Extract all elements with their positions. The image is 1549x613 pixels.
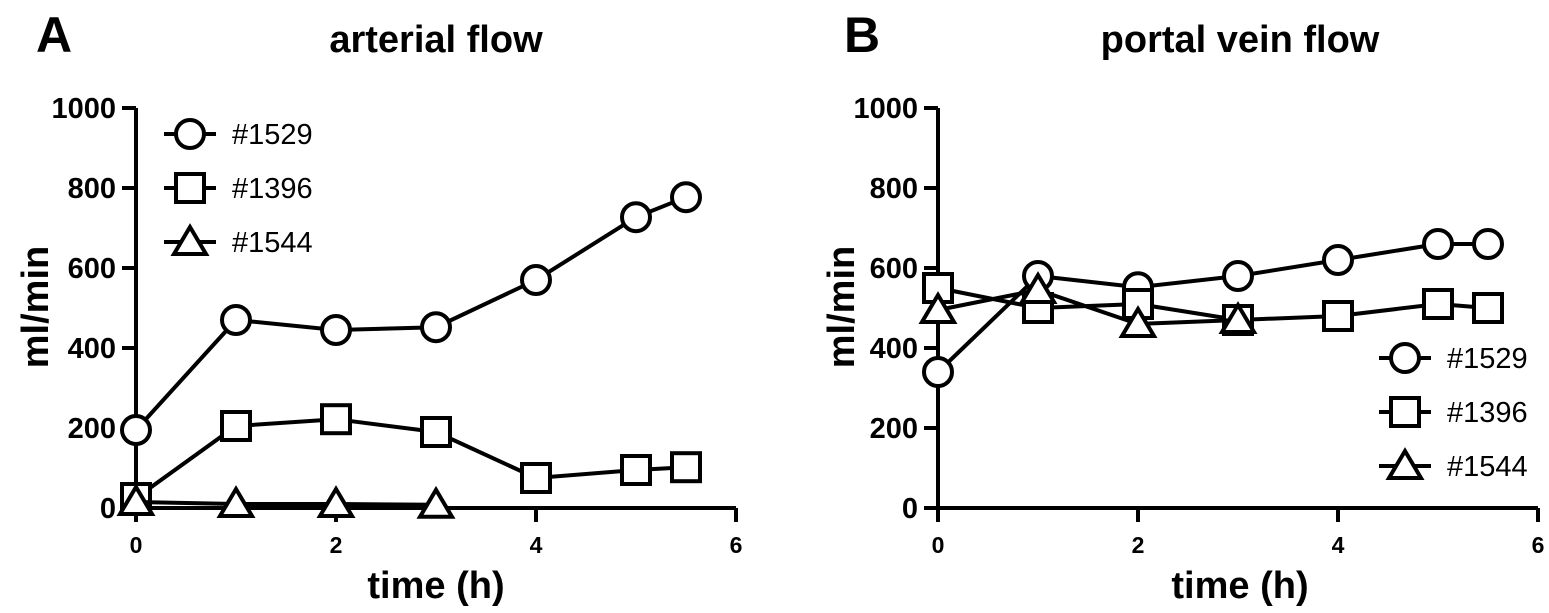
panel-b-data-point — [1472, 292, 1504, 324]
panel-b-y-tick-label: 200 — [870, 413, 918, 445]
panel-b-legend-label: #1544 — [1447, 451, 1528, 483]
panel-b-data-point — [1472, 228, 1504, 260]
panel-b-y-tick-label: 0 — [902, 493, 918, 525]
panel-b-data-point — [1118, 305, 1158, 338]
panel-a-data-point — [216, 485, 256, 518]
panel-b-y-tick-label: 400 — [870, 333, 918, 365]
panel-b-series-line — [937, 287, 1239, 327]
panel-a-y-tick-label: 1000 — [51, 93, 116, 125]
panel-b-data-point — [1322, 244, 1354, 276]
panel-b-x-axis-label: time (h) — [1171, 565, 1308, 607]
panel-a-data-point — [420, 311, 452, 344]
panel-b-legend-label: #1396 — [1447, 397, 1528, 429]
panel-a-series-square — [120, 403, 702, 514]
panel-a-y-tick-label: 600 — [68, 253, 116, 285]
panel-b-data-point — [1422, 228, 1454, 260]
panel-a-legend-marker — [174, 118, 206, 150]
panel-b-series-square — [922, 272, 1504, 336]
panel-b-y-tick-label: 800 — [870, 173, 918, 205]
panel-a-y-axis-label: ml/min — [15, 246, 57, 368]
panel-b-x-tick-label: 6 — [1532, 532, 1545, 558]
panel-a-y-tick-label: 200 — [68, 413, 116, 445]
panel-a-data-point — [520, 264, 552, 296]
panel-b-data-point — [1322, 300, 1354, 332]
panel-a-data-point — [670, 181, 702, 214]
panel-a-x-axis-label: time (h) — [367, 565, 504, 607]
panel-a-data-point — [620, 201, 652, 234]
panel-b-data-point — [918, 291, 958, 324]
panel-a-data-point — [316, 485, 356, 518]
panel-b-legend: #1529 #1396 #1544 — [1379, 342, 1528, 483]
panel-a-y-tick-label: 400 — [68, 333, 116, 365]
panel-a-legend-marker — [174, 172, 206, 204]
panel-b-plot-area: 0 200 400 600 800 1000 0 2 4 6 #1529 #1396 #1544 — [853, 93, 1544, 558]
panel-a-title: arterial flow — [329, 19, 543, 61]
panel-a-data-point — [320, 403, 352, 436]
panel-a-legend-marker — [170, 223, 210, 256]
panel-a-series-circle — [120, 181, 702, 446]
panel-a-legend-label: #1529 — [232, 119, 313, 151]
panel-b-legend-marker — [1389, 396, 1421, 428]
panel-b-y-axis-label: ml/min — [821, 246, 863, 368]
panel-a-x-tick-label: 6 — [730, 532, 743, 558]
panel-a-data-point — [220, 304, 252, 336]
panel-b-legend-marker — [1385, 447, 1425, 480]
panel-a-series-line — [134, 417, 687, 500]
panel-b-x-tick-label: 4 — [1332, 532, 1345, 558]
panel-b-title: portal vein flow — [1101, 19, 1380, 61]
panel-b-y-tick-label: 1000 — [853, 93, 918, 125]
panel-a-data-point — [620, 454, 652, 486]
panel-a-data-point — [116, 483, 156, 516]
panel-b-data-point — [1222, 260, 1254, 292]
panel-a-x-tick-label: 2 — [330, 532, 343, 558]
panel-b-data-point — [1218, 301, 1258, 334]
panel-a-series-line — [135, 500, 437, 507]
panel-b-data-point — [1422, 288, 1454, 320]
panel-b-x-tick-label: 0 — [932, 532, 945, 558]
panel-a: A arterial flow ml/min time (h) 0 200 400 6… — [15, 7, 742, 607]
panel-a-data-point — [320, 314, 352, 346]
panel-a-data-point — [220, 410, 252, 442]
panel-b-legend-label: #1529 — [1447, 343, 1528, 375]
panel-a-series-triangle — [116, 483, 456, 519]
panel-a-data-point — [670, 451, 702, 484]
panel-a-data-point — [416, 485, 456, 519]
panel-a-data-point — [520, 462, 552, 494]
panel-a-data-point — [420, 416, 452, 448]
panel-b-data-point — [922, 356, 954, 388]
panel-a-series-line — [134, 195, 687, 432]
panel-a-y-tick-label: 0 — [100, 493, 116, 525]
panel-a-legend-label: #1544 — [232, 227, 313, 259]
panel-b-legend-marker — [1389, 342, 1421, 374]
panel-a-legend: #1529 #1396 #1544 — [164, 118, 313, 259]
panel-a-y-tick-label: 800 — [68, 173, 116, 205]
panel-b-y-tick-label: 600 — [870, 253, 918, 285]
panel-b: B portal vein flow ml/min time (h) 0 200 4… — [821, 7, 1544, 607]
panel-a-legend-label: #1396 — [232, 173, 313, 205]
panel-b-letter: B — [844, 7, 880, 63]
panel-a-plot-area: 0 200 400 600 800 1000 0 2 4 6 #1529 #1396 #1544 — [51, 93, 742, 558]
panel-b-x-tick-label: 2 — [1132, 532, 1145, 558]
panel-a-x-tick-label: 4 — [530, 532, 543, 558]
panel-b-series-triangle — [918, 271, 1258, 338]
panel-a-letter: A — [36, 7, 72, 63]
panel-a-data-point — [120, 414, 152, 446]
panel-b-data-point — [1018, 271, 1058, 304]
panel-a-x-tick-label: 0 — [130, 532, 143, 558]
